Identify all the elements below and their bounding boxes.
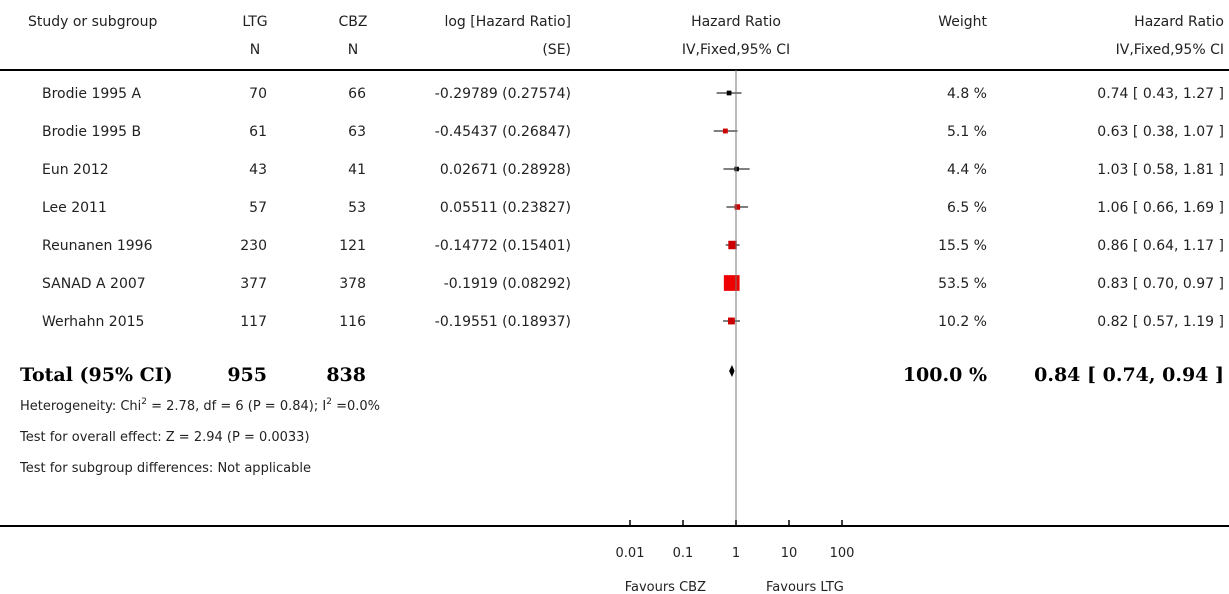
study-n1: 117 (240, 314, 267, 330)
study-n2: 63 (348, 124, 366, 140)
study-loghr-se: -0.14772 (0.15401) (435, 238, 571, 254)
axis-tick-label: 1 (732, 546, 740, 561)
note-heterogeneity-pre: Heterogeneity: Chi (20, 399, 141, 414)
study-loghr-se: 0.05511 (0.23827) (440, 200, 571, 216)
note-overall-effect: Test for overall effect: Z = 2.94 (P = 0… (19, 430, 310, 445)
study-weight: 10.2 % (938, 314, 987, 330)
study-square (734, 204, 741, 210)
study-weight: 5.1 % (947, 124, 987, 140)
study-row: Werhahn 2015 117 116 -0.19551 (0.18937) 10.2… (42, 314, 1224, 330)
note-heterogeneity-mid: = 2.78, df = 6 (P = 0.84); I (147, 399, 326, 414)
study-square (727, 317, 735, 325)
study-n1: 230 (240, 238, 267, 254)
study-rows: Brodie 1995 A 70 66 -0.29789 (0.27574) 4.8 %… (42, 86, 1224, 330)
total-n1: 955 (227, 364, 267, 386)
axis-tick-label: 100 (830, 546, 855, 561)
study-name: SANAD A 2007 (42, 276, 146, 292)
study-n2: 41 (348, 162, 366, 178)
study-n1: 70 (249, 86, 267, 102)
total-ci: 0.84 [ 0.74, 0.94 ] (1034, 364, 1224, 386)
study-loghr-se: -0.1919 (0.08292) (444, 276, 571, 292)
study-n1: 57 (249, 200, 267, 216)
study-hr-ci: 1.06 [ 0.66, 1.69 ] (1097, 200, 1224, 216)
study-hr-ci: 0.82 [ 0.57, 1.19 ] (1097, 314, 1224, 330)
header-hr-plot: Hazard Ratio (691, 14, 781, 30)
study-weight: 4.4 % (947, 162, 987, 178)
axis-tick-label: 10 (781, 546, 798, 561)
study-name: Eun 2012 (42, 162, 109, 178)
study-row: Brodie 1995 B 61 63 -0.45437 (0.26847) 5.1 %… (42, 124, 1224, 140)
study-weight: 4.8 % (947, 86, 987, 102)
study-loghr-se: -0.45437 (0.26847) (435, 124, 571, 140)
header-hr-text-method: IV,Fixed,95% CI (1116, 42, 1224, 58)
study-name: Brodie 1995 A (42, 86, 142, 102)
axis-tick-label: 0.01 (616, 546, 645, 561)
study-row: Eun 2012 43 41 0.02671 (0.28928) 4.4 % 1.03 [… (42, 162, 1224, 178)
study-loghr-se: -0.29789 (0.27574) (435, 86, 571, 102)
study-n1: 377 (240, 276, 267, 292)
total-weight: 100.0 % (903, 364, 987, 386)
study-row: Brodie 1995 A 70 66 -0.29789 (0.27574) 4.8 %… (42, 86, 1224, 102)
header-hr-text: Hazard Ratio (1134, 14, 1224, 30)
note-subgroup: Test for subgroup differences: Not appli… (19, 461, 311, 476)
study-name: Brodie 1995 B (42, 124, 141, 140)
study-n2: 121 (339, 238, 366, 254)
study-row: Lee 2011 57 53 0.05511 (0.23827) 6.5 % 1.06 [… (42, 200, 1224, 216)
study-hr-ci: 0.63 [ 0.38, 1.07 ] (1097, 124, 1224, 140)
study-row: Reunanen 1996 230 121 -0.14772 (0.15401) 15.… (42, 238, 1224, 254)
study-n2: 116 (339, 314, 366, 330)
study-loghr-se: -0.19551 (0.18937) (435, 314, 571, 330)
note-heterogeneity-sup1: 2 (141, 397, 147, 407)
study-square (726, 90, 732, 96)
study-n2: 66 (348, 86, 366, 102)
note-heterogeneity: Heterogeneity: Chi2 = 2.78, df = 6 (P = … (20, 397, 380, 414)
study-hr-ci: 1.03 [ 0.58, 1.81 ] (1097, 162, 1224, 178)
study-hr-ci: 0.86 [ 0.64, 1.17 ] (1097, 238, 1224, 254)
study-hr-ci: 0.83 [ 0.70, 0.97 ] (1097, 276, 1224, 292)
study-n2: 378 (339, 276, 366, 292)
study-weight: 15.5 % (938, 238, 987, 254)
study-square (734, 166, 739, 172)
study-loghr-se: 0.02671 (0.28928) (440, 162, 571, 178)
study-name: Reunanen 1996 (42, 238, 153, 254)
study-row: SANAD A 2007 377 378 -0.1919 (0.08292) 53.5 … (42, 275, 1224, 292)
total-diamond (729, 365, 735, 377)
study-weight: 53.5 % (938, 276, 987, 292)
study-square (723, 275, 740, 291)
header-loghr: log [Hazard Ratio] (444, 14, 571, 30)
header-group1: LTG (242, 14, 267, 30)
header-group2: CBZ (339, 14, 368, 30)
header-hr-plot-method: IV,Fixed,95% CI (682, 42, 790, 58)
total-label: Total (95% CI) (20, 364, 173, 386)
study-weight: 6.5 % (947, 200, 987, 216)
study-n1: 43 (249, 162, 267, 178)
study-n1: 61 (249, 124, 267, 140)
study-square (722, 128, 728, 134)
header-group2-n: N (348, 42, 358, 58)
note-heterogeneity-sup2: 2 (326, 397, 332, 407)
x-axis: 0.01 0.1 1 10 100 (616, 520, 855, 561)
header-group1-n: N (250, 42, 260, 58)
study-name: Lee 2011 (42, 200, 107, 216)
note-heterogeneity-post: =0.0% (332, 399, 380, 414)
favours-right: Favours LTG (766, 580, 844, 594)
study-square (728, 240, 737, 250)
header-weight: Weight (938, 14, 987, 30)
study-hr-ci: 0.74 [ 0.43, 1.27 ] (1097, 86, 1224, 102)
study-name: Werhahn 2015 (42, 314, 144, 330)
total-n2: 838 (326, 364, 366, 386)
favours-left: Favours CBZ (625, 580, 706, 594)
header-study: Study or subgroup (28, 14, 157, 30)
axis-tick-label: 0.1 (673, 546, 694, 561)
header-loghr-se: (SE) (542, 42, 571, 58)
study-n2: 53 (348, 200, 366, 216)
